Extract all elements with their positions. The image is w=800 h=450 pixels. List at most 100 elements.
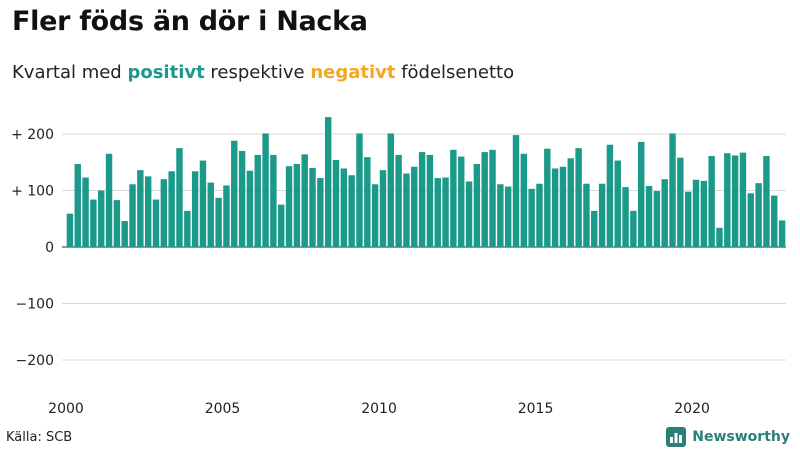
bar <box>622 187 629 247</box>
chart-subtitle: Kvartal med positivt respektive negativt… <box>12 62 514 83</box>
bar <box>340 168 348 247</box>
bar <box>90 199 97 247</box>
bar <box>716 227 723 247</box>
bar <box>348 175 355 247</box>
bar <box>771 195 778 247</box>
bar <box>708 156 715 247</box>
x-axis-ticks: 2000 2005 2010 2015 2020 <box>48 401 710 417</box>
bar <box>254 154 261 247</box>
bar <box>121 221 128 247</box>
bar <box>614 160 621 247</box>
bar <box>559 166 567 247</box>
bar <box>739 152 747 247</box>
y-tick-label: 0 <box>45 240 54 256</box>
subtitle-negative: negativt <box>310 62 396 83</box>
y-axis-ticks: + 200 + 100 0 −100 −200 <box>11 127 54 369</box>
bar <box>285 166 293 247</box>
bar <box>497 184 504 247</box>
bar <box>246 170 254 247</box>
bar <box>567 158 574 247</box>
bar <box>152 199 160 247</box>
bar <box>677 157 684 247</box>
bar <box>434 178 441 247</box>
bar <box>184 210 191 247</box>
y-tick-label: −100 <box>16 297 54 313</box>
bar <box>591 210 598 247</box>
bar <box>598 183 606 247</box>
bar <box>512 135 520 247</box>
bar <box>144 176 152 248</box>
bar <box>176 148 183 248</box>
bar <box>301 154 308 247</box>
y-tick-label: + 200 <box>11 127 54 143</box>
bar <box>238 150 246 247</box>
bar <box>700 180 708 247</box>
bar <box>113 200 121 247</box>
subtitle-positive: positivt <box>127 62 205 83</box>
bar <box>278 204 285 248</box>
bar <box>332 159 340 247</box>
bar <box>403 173 410 247</box>
bar <box>418 152 426 247</box>
bar <box>450 149 457 247</box>
bar <box>98 190 105 247</box>
bar <box>544 148 551 247</box>
bar <box>317 178 324 247</box>
bar <box>763 156 770 247</box>
bars <box>66 117 786 248</box>
y-tick-label: −200 <box>16 353 54 369</box>
bar <box>778 220 786 247</box>
brand-name: Newsworthy <box>692 429 790 445</box>
bar <box>458 156 465 247</box>
bar <box>82 177 89 247</box>
bar <box>411 166 418 247</box>
bar <box>293 163 301 247</box>
subtitle-suffix: födelsenetto <box>395 62 515 83</box>
y-tick-label: + 100 <box>11 184 54 200</box>
x-tick-label: 2015 <box>518 401 554 417</box>
bar <box>536 183 543 247</box>
bar <box>168 171 175 247</box>
bar <box>371 184 379 247</box>
bar <box>481 152 488 247</box>
bar <box>747 193 754 247</box>
bar <box>684 191 692 247</box>
bar <box>489 149 496 247</box>
bar <box>653 191 661 247</box>
bar <box>669 133 676 247</box>
x-tick-label: 2000 <box>48 401 84 417</box>
bar <box>465 181 473 247</box>
bar <box>129 184 136 247</box>
bar <box>731 155 739 247</box>
bar <box>199 160 207 247</box>
subtitle-middle: respektive <box>204 62 311 83</box>
bar <box>137 170 144 247</box>
bar <box>645 185 653 247</box>
bar <box>630 210 637 247</box>
brand-logo[interactable]: Newsworthy <box>666 427 790 447</box>
bar <box>661 179 668 247</box>
bar <box>551 168 559 247</box>
bar <box>231 140 238 247</box>
bar <box>262 133 269 247</box>
bar <box>270 154 277 247</box>
bar <box>520 153 528 247</box>
bar <box>473 163 481 247</box>
bar <box>215 197 222 247</box>
bar <box>160 179 168 247</box>
bar <box>575 148 582 248</box>
bar <box>379 170 387 247</box>
bar <box>724 153 731 247</box>
bar <box>356 133 363 247</box>
bar <box>504 186 512 247</box>
bar <box>387 133 394 247</box>
bar <box>191 171 199 247</box>
bar <box>528 188 535 247</box>
bar <box>223 185 230 247</box>
x-tick-label: 2020 <box>674 401 710 417</box>
bar <box>66 213 74 247</box>
bar <box>324 117 332 247</box>
bar <box>606 144 614 247</box>
bar <box>364 157 371 247</box>
source-note: Källa: SCB <box>6 430 73 445</box>
